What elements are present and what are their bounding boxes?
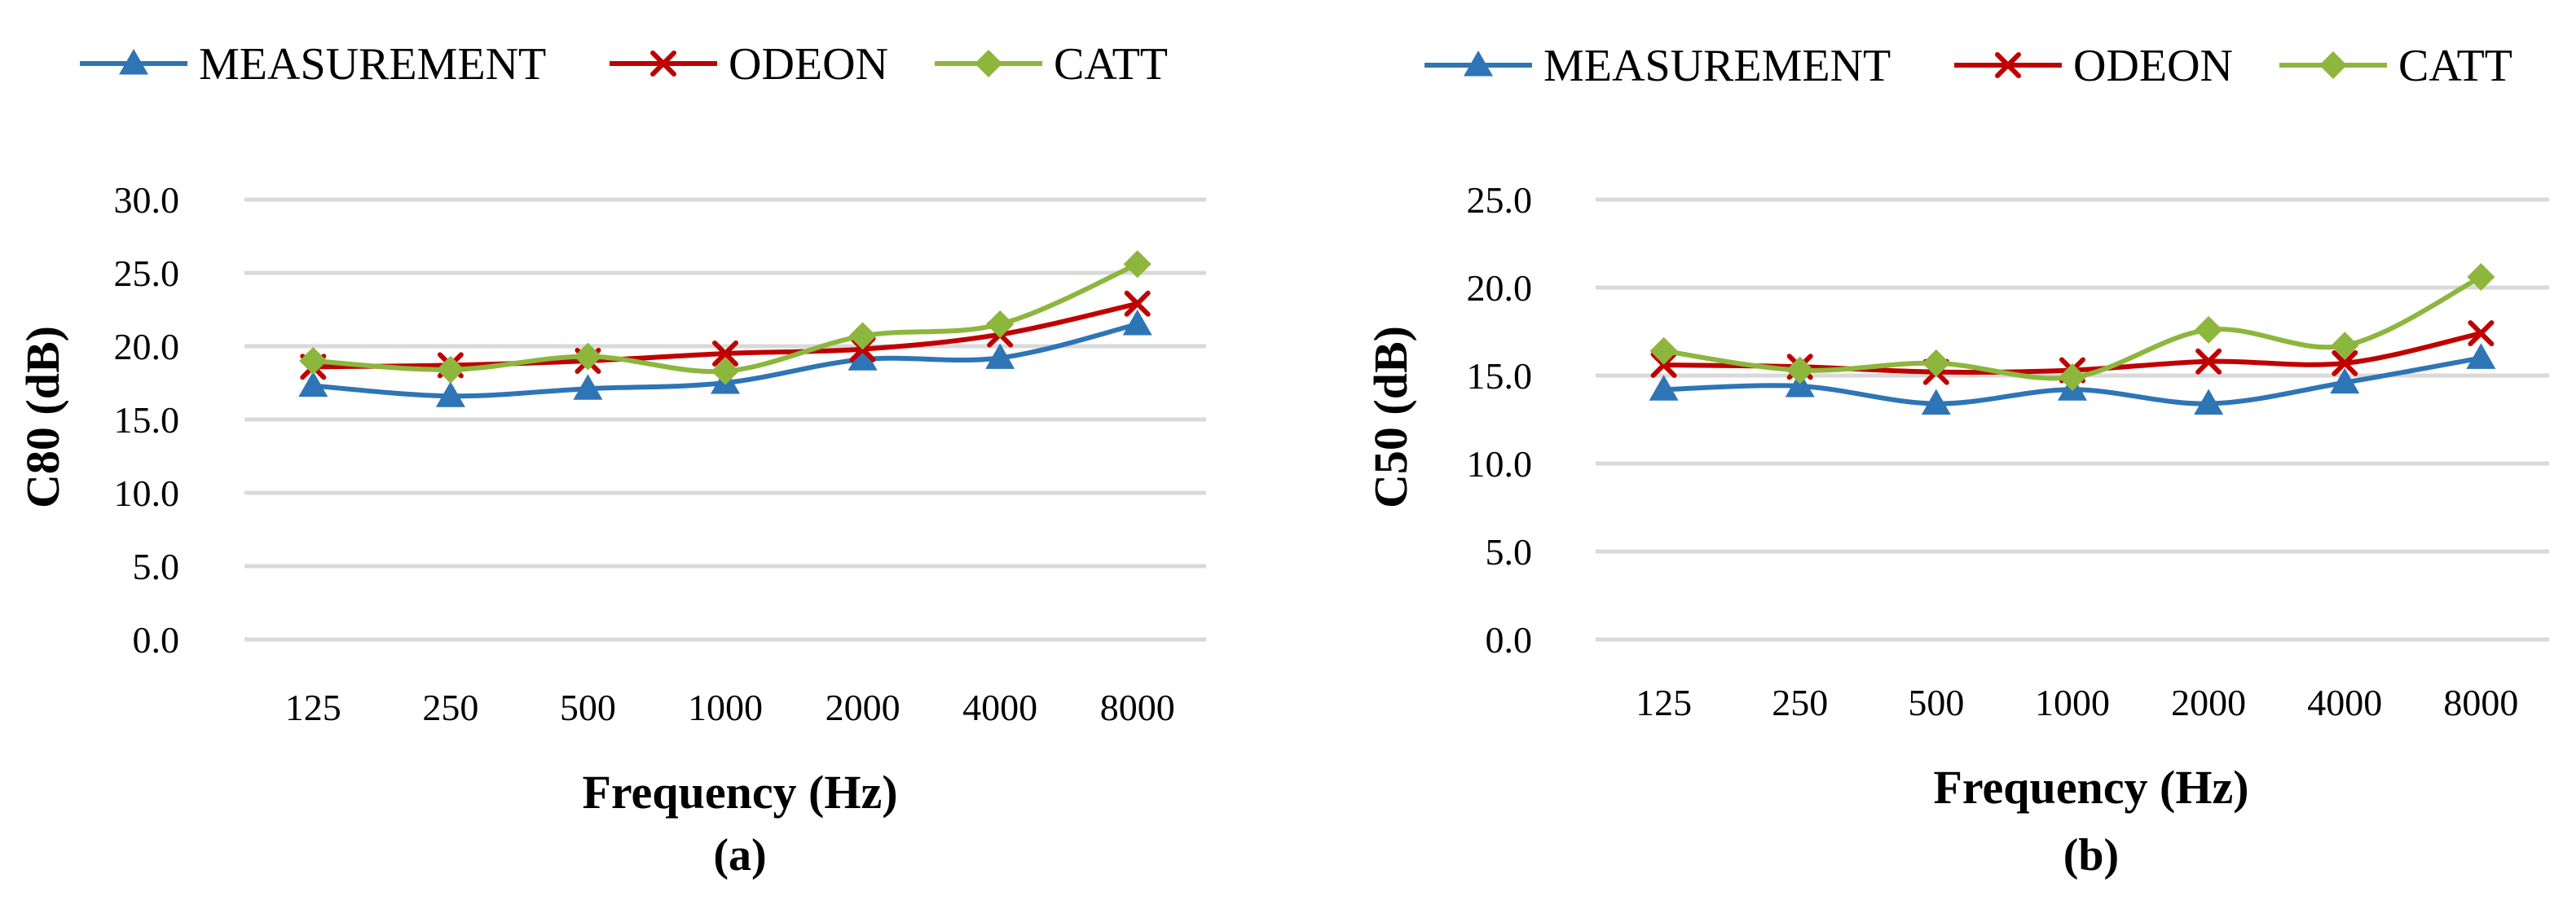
chart-a-legend-label-measurement: MEASUREMENT xyxy=(199,39,546,90)
chart-a-x-tick-label-5: 4000 xyxy=(962,687,1037,728)
chart-a-point-measurement-4 xyxy=(848,345,878,371)
chart-a-point-odeon-6 xyxy=(1124,290,1151,317)
chart-b-legend-label-measurement: MEASUREMENT xyxy=(1543,41,1891,91)
chart-a-y-tick-label-5: 25.0 xyxy=(114,253,180,294)
chart-b-point-measurement-0 xyxy=(1649,375,1679,401)
chart-a-x-tick-labels: 125 250 500 1000 2000 4000 8000 xyxy=(285,687,1175,728)
chart-b-point-catt-4 xyxy=(2195,315,2223,344)
chart-a-y-tick-label-6: 30.0 xyxy=(114,179,180,221)
chart-b-y-tick-labels: 0.0 5.0 10.0 15.0 20.0 25.0 xyxy=(1467,179,1533,661)
chart-b-point-odeon-4 xyxy=(2195,348,2222,375)
chart-a-x-tick-label-3: 1000 xyxy=(688,687,763,728)
chart-a-point-catt-4 xyxy=(848,322,877,350)
chart-b-y-tick-label-3: 15.0 xyxy=(1467,355,1533,397)
chart-b-x-tick-label-6: 8000 xyxy=(2443,682,2518,723)
chart-a-y-tick-label-4: 20.0 xyxy=(114,326,180,367)
chart-b-point-odeon-0 xyxy=(1650,352,1677,379)
chart-b-y-axis-title: C50 (dB) xyxy=(1364,326,1417,508)
chart-a-y-tick-label-3: 15.0 xyxy=(114,399,180,441)
chart-a-point-catt-2 xyxy=(574,342,602,371)
chart-a-legend-label-catt: CATT xyxy=(1054,39,1168,90)
chart-b-legend-marker-measurement xyxy=(1464,51,1493,77)
chart-b-x-tick-label-2: 500 xyxy=(1908,682,1964,723)
chart-b-point-measurement-4 xyxy=(2194,389,2224,415)
chart-b-point-catt-0 xyxy=(1649,336,1678,365)
chart-a-point-measurement-1 xyxy=(435,381,465,407)
chart-b-point-odeon-5 xyxy=(2332,349,2358,376)
chart-b: MEASUREMENT ODEON CATT 0.0 5.0 10.0 15.0 20.… xyxy=(1364,41,2549,881)
chart-b-y-tick-label-5: 25.0 xyxy=(1467,179,1533,221)
chart-a-y-tick-label-2: 10.0 xyxy=(114,472,180,514)
chart-b-legend-label-odeon: ODEON xyxy=(2073,41,2233,91)
chart-a-point-odeon-3 xyxy=(712,340,738,367)
chart-b-point-catt-3 xyxy=(2059,363,2086,392)
chart-b-y-tick-label-1: 5.0 xyxy=(1486,531,1533,573)
chart-a-point-catt-3 xyxy=(711,357,739,385)
chart-b-point-measurement-2 xyxy=(1921,389,1951,415)
chart-b-point-catt-6 xyxy=(2467,263,2495,292)
chart-a-x-tick-label-4: 2000 xyxy=(826,687,900,728)
chart-b-point-measurement-1 xyxy=(1785,371,1815,398)
chart-a-legend: MEASUREMENT ODEON CATT xyxy=(80,39,1168,90)
chart-b-legend-marker-catt xyxy=(2319,51,2347,79)
chart-a-legend-item-odeon: ODEON xyxy=(610,39,888,90)
chart-a-y-tick-labels: 0.0 5.0 10.0 15.0 20.0 25.0 30.0 xyxy=(114,179,180,661)
chart-a-x-tick-label-1: 250 xyxy=(422,687,478,728)
chart-b-series xyxy=(1649,263,2496,415)
chart-a-panel-label: (a) xyxy=(713,830,766,881)
chart-b-gridlines xyxy=(1596,197,2549,642)
chart-a-legend-marker-odeon xyxy=(650,51,676,77)
chart-a-series xyxy=(298,250,1152,407)
chart-b-legend-label-catt: CATT xyxy=(2398,41,2512,91)
chart-a-point-measurement-2 xyxy=(573,374,603,400)
chart-b-point-measurement-6 xyxy=(2466,343,2496,369)
chart-b-x-tick-label-1: 250 xyxy=(1772,682,1828,723)
chart-b-legend-item-measurement: MEASUREMENT xyxy=(1425,41,1891,91)
chart-a: MEASUREMENT ODEON CATT 0.0 5.0 10.0 15.0 20.… xyxy=(16,39,1206,881)
chart-a-x-tick-label-2: 500 xyxy=(560,687,616,728)
chart-b-legend-item-odeon: ODEON xyxy=(1954,41,2233,91)
chart-b-x-axis-title: Frequency (Hz) xyxy=(1933,761,2248,814)
chart-a-point-catt-1 xyxy=(436,355,465,384)
chart-a-legend-label-odeon: ODEON xyxy=(729,39,888,90)
chart-a-x-tick-label-6: 8000 xyxy=(1100,687,1175,728)
chart-a-point-catt-6 xyxy=(1123,250,1151,279)
chart-b-point-catt-1 xyxy=(1786,356,1814,384)
chart-b-legend-item-catt: CATT xyxy=(2279,41,2512,91)
chart-b-x-tick-label-0: 125 xyxy=(1636,682,1692,723)
chart-a-legend-item-measurement: MEASUREMENT xyxy=(80,39,546,90)
chart-b-y-tick-label-0: 0.0 xyxy=(1486,619,1533,661)
chart-b-legend: MEASUREMENT ODEON CATT xyxy=(1425,41,2512,91)
chart-b-point-measurement-5 xyxy=(2330,367,2360,394)
chart-a-point-measurement-0 xyxy=(298,371,328,398)
chart-b-point-catt-5 xyxy=(2331,332,2359,360)
chart-b-x-tick-label-5: 4000 xyxy=(2307,682,2382,723)
chart-a-x-axis-title: Frequency (Hz) xyxy=(582,766,897,819)
chart-b-x-tick-label-3: 1000 xyxy=(2035,682,2110,723)
chart-a-y-tick-label-0: 0.0 xyxy=(133,619,180,661)
chart-a-point-catt-5 xyxy=(986,310,1015,338)
chart-b-x-tick-label-4: 2000 xyxy=(2171,682,2246,723)
chart-b-y-tick-label-4: 20.0 xyxy=(1467,267,1533,309)
chart-b-legend-marker-odeon xyxy=(1995,52,2021,78)
chart-b-point-odeon-6 xyxy=(2468,320,2495,347)
chart-a-y-tick-label-1: 5.0 xyxy=(133,546,180,587)
chart-b-panel-label: (b) xyxy=(2063,830,2119,881)
chart-b-point-catt-2 xyxy=(1922,349,1950,377)
chart-a-legend-marker-catt xyxy=(975,50,1002,77)
chart-a-point-catt-0 xyxy=(299,347,328,375)
chart-a-legend-item-catt: CATT xyxy=(935,39,1168,90)
chart-a-x-tick-label-0: 125 xyxy=(285,687,341,728)
chart-a-point-measurement-6 xyxy=(1122,310,1152,336)
chart-a-gridlines xyxy=(244,197,1206,642)
chart-a-y-axis-title: C80 (dB) xyxy=(16,326,69,508)
chart-a-legend-marker-measurement xyxy=(119,49,148,75)
chart-b-y-tick-label-2: 10.0 xyxy=(1467,443,1533,485)
chart-a-point-measurement-5 xyxy=(985,343,1015,369)
chart-b-x-tick-labels: 125 250 500 1000 2000 4000 8000 xyxy=(1636,682,2518,723)
